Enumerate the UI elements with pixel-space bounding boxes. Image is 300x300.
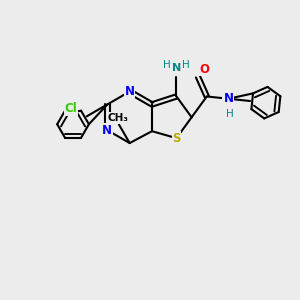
Text: O: O [199, 63, 209, 76]
Text: H: H [226, 109, 233, 119]
Text: N: N [125, 85, 135, 98]
Text: Cl: Cl [64, 102, 77, 115]
Text: CH₃: CH₃ [107, 113, 128, 123]
Text: H: H [163, 60, 170, 70]
Text: S: S [172, 132, 181, 145]
Text: H: H [182, 60, 190, 70]
Text: N: N [224, 92, 233, 105]
Text: N: N [172, 63, 181, 73]
Text: N: N [102, 124, 112, 137]
